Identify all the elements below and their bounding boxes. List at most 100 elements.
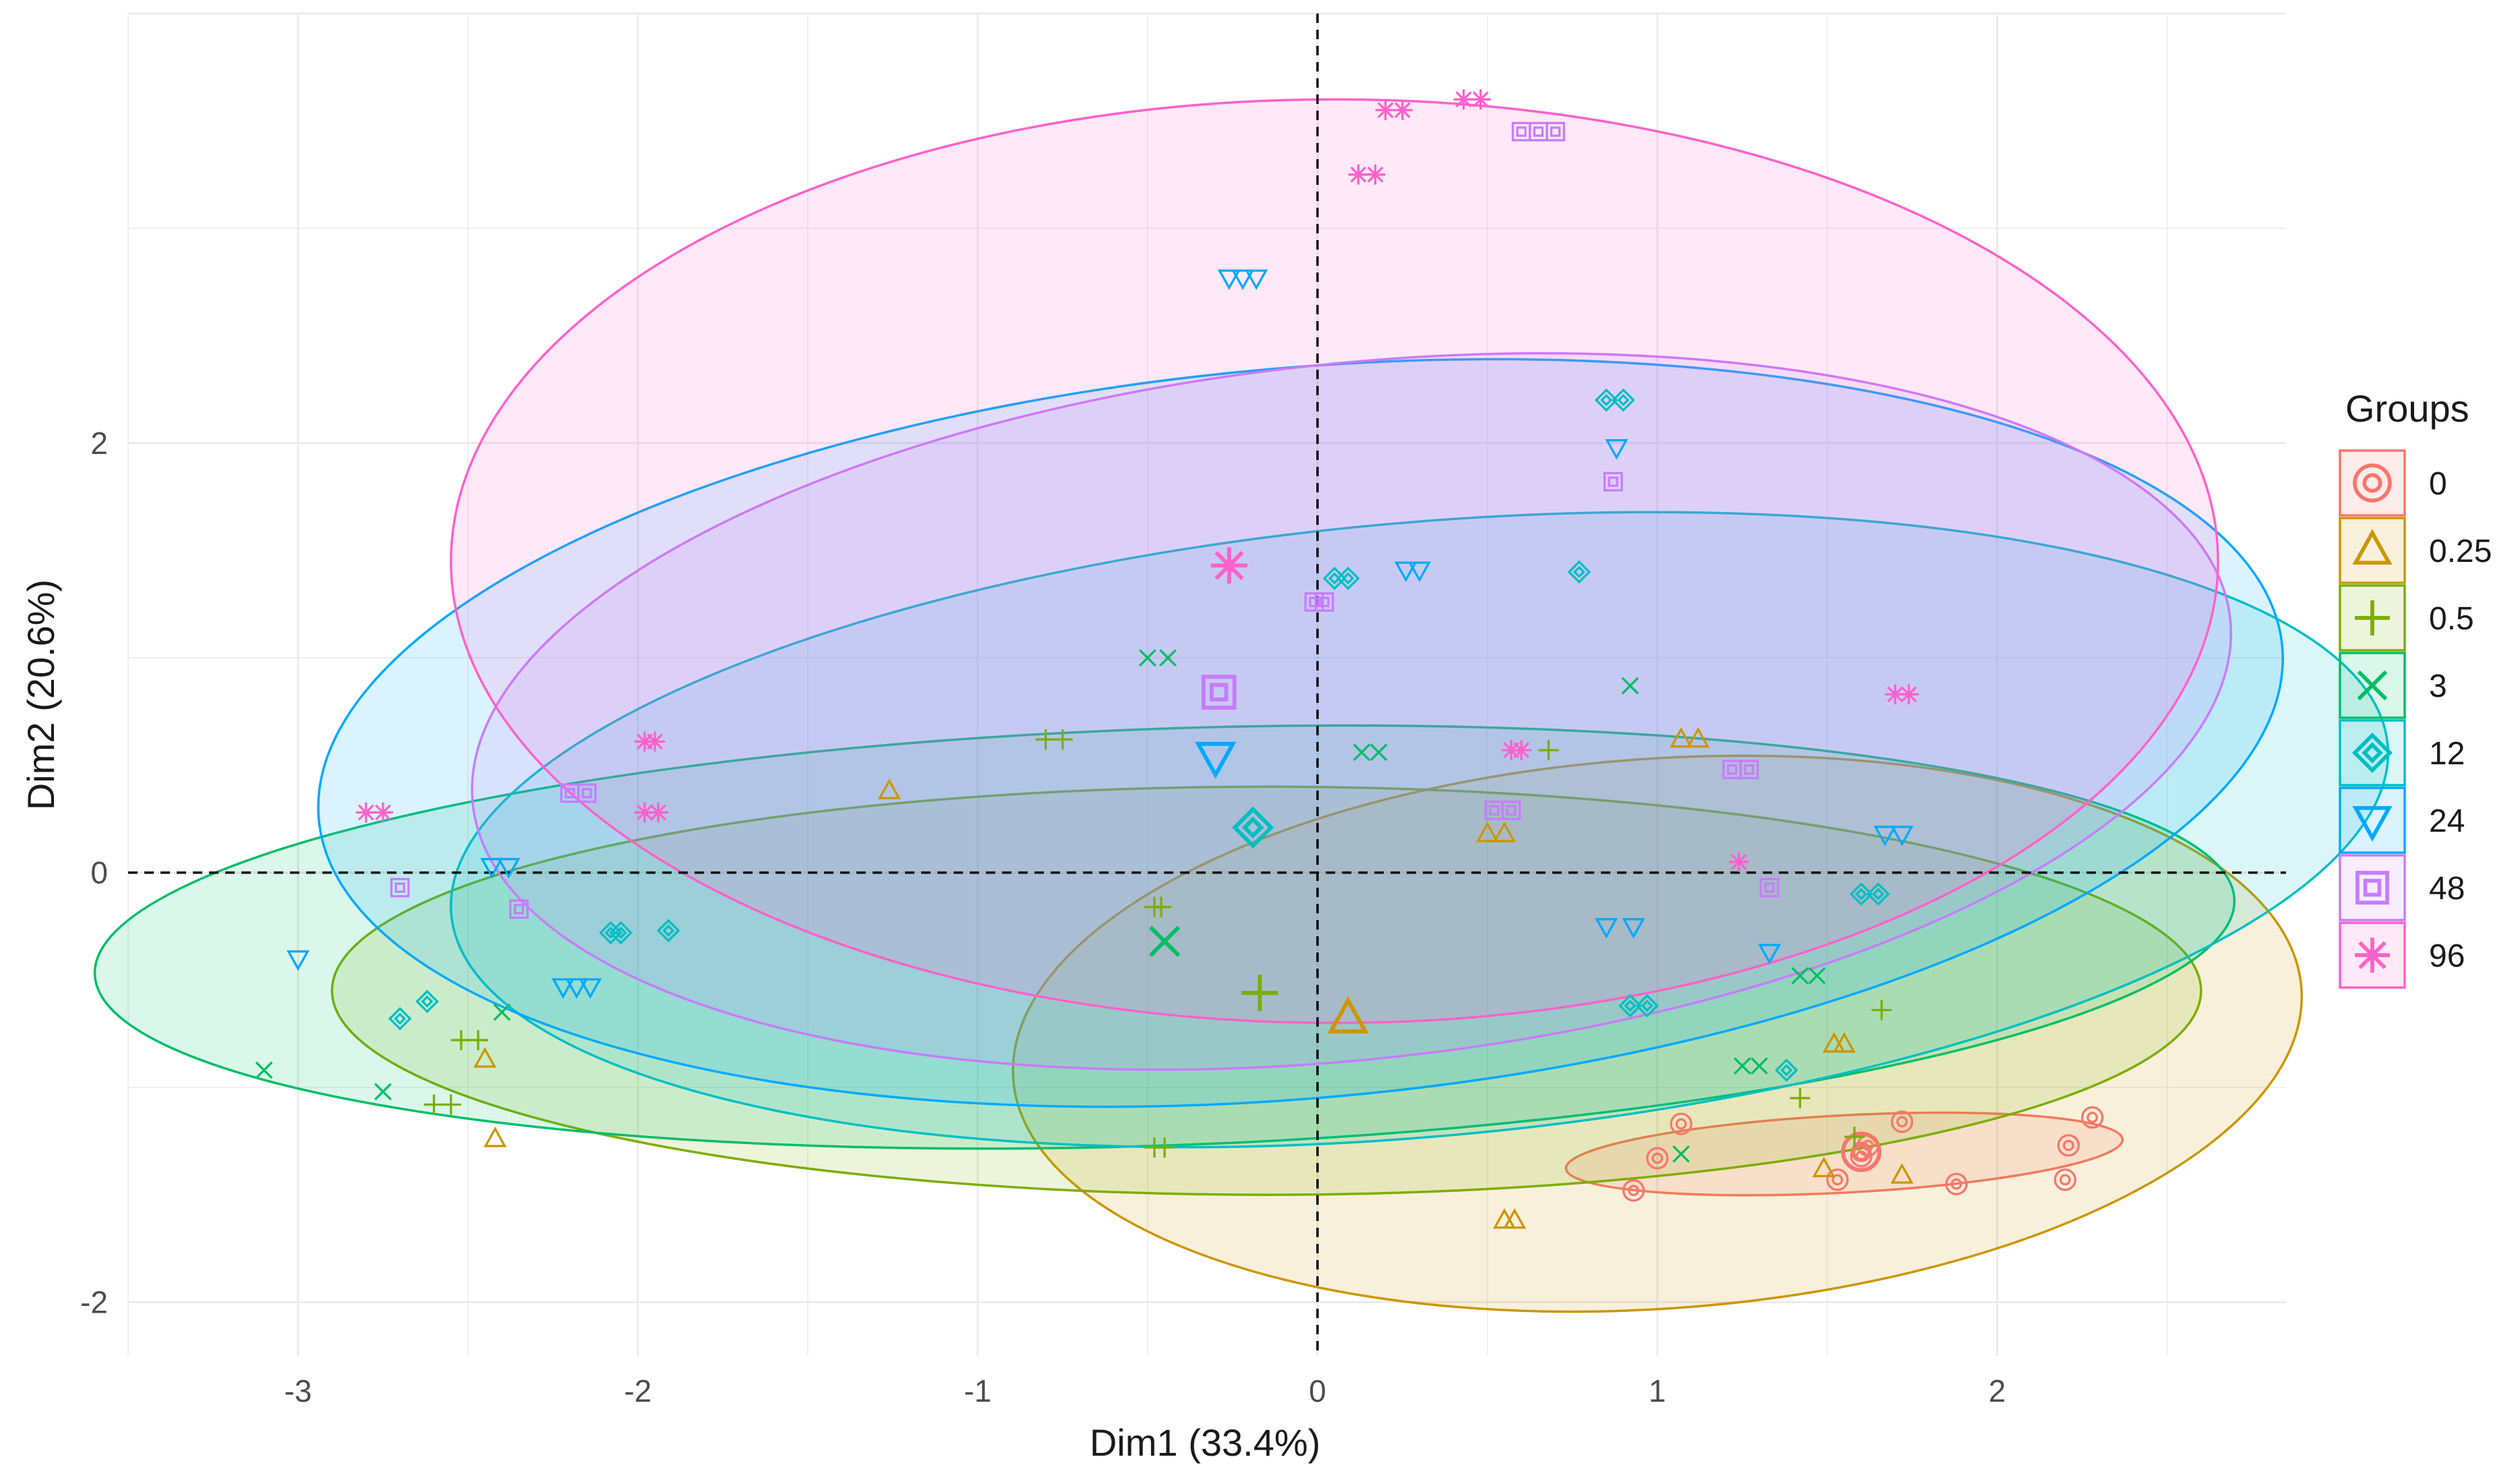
data-point xyxy=(1407,561,1432,583)
group-centroid xyxy=(1231,806,1274,849)
legend: Groups 0 0.25 0.5 3 12 24 48 96 xyxy=(2339,387,2492,989)
data-point xyxy=(1567,560,1591,584)
data-point xyxy=(645,731,666,752)
data-point xyxy=(1154,1137,1175,1158)
reference-lines xyxy=(128,13,2286,1356)
data-point xyxy=(1622,1179,1645,1202)
legend-item-0: 0 xyxy=(2339,449,2447,517)
group-centroid xyxy=(1201,675,1237,710)
series-group-96 xyxy=(355,89,1919,872)
x-tick-label: 0 xyxy=(1309,1373,1326,1408)
group-centroid xyxy=(1210,547,1248,584)
tick-labels: -3 -2 -1 0 1 2 -2 0 2 xyxy=(80,426,2005,1408)
ellipse-group-48 xyxy=(471,352,2233,1071)
data-point xyxy=(634,802,655,823)
data-point xyxy=(1832,1031,1856,1053)
legend-label: 0 xyxy=(2429,466,2447,502)
x-tick-label: 2 xyxy=(1989,1373,2006,1408)
data-point xyxy=(1733,1057,1751,1075)
legend-marker-icon xyxy=(2355,871,2389,905)
legend-title: Groups xyxy=(2345,387,2469,430)
data-point xyxy=(468,1029,489,1050)
data-point xyxy=(1826,1168,1849,1191)
data-point xyxy=(1945,1172,1968,1195)
y-tick-label: 2 xyxy=(90,426,108,461)
ellipse-group-12 xyxy=(449,511,2390,1149)
data-point xyxy=(1375,100,1396,121)
y-tick-label: -2 xyxy=(80,1284,108,1319)
y-tick-label: 0 xyxy=(90,855,108,890)
legend-marker-icon xyxy=(2352,805,2393,842)
data-point xyxy=(1511,740,1532,761)
data-point xyxy=(1621,677,1639,695)
ellipse-group-24 xyxy=(317,358,2284,1108)
data-point xyxy=(1885,684,1906,705)
legend-marker-icon xyxy=(2353,463,2392,503)
legend-label: 24 xyxy=(2429,803,2465,839)
data-point xyxy=(1672,1145,1690,1163)
data-point xyxy=(577,783,597,803)
legend-label: 48 xyxy=(2429,871,2465,907)
data-point xyxy=(579,978,602,999)
data-point xyxy=(1687,726,1710,748)
data-point xyxy=(1844,1127,1865,1147)
legend-key xyxy=(2339,584,2406,652)
data-point xyxy=(1595,918,1618,939)
series-group-0-5 xyxy=(423,729,1892,1158)
legend-key xyxy=(2339,854,2406,921)
data-point xyxy=(1774,1058,1798,1082)
data-point xyxy=(1475,821,1499,843)
group-centroid xyxy=(1327,996,1369,1033)
data-point xyxy=(1492,821,1517,843)
data-point xyxy=(1245,269,1268,291)
data-point xyxy=(1873,826,1897,847)
data-points xyxy=(255,89,2104,1229)
x-tick-label: 1 xyxy=(1649,1373,1666,1408)
data-point xyxy=(1052,729,1073,750)
data-point xyxy=(1304,592,1324,612)
legend-key xyxy=(2339,787,2406,854)
data-point xyxy=(1594,388,1618,412)
legend-marker-icon xyxy=(2355,600,2390,635)
data-point xyxy=(1646,1147,1669,1170)
data-point xyxy=(1890,1163,1914,1184)
data-point xyxy=(1751,1057,1768,1075)
legend-marker-icon xyxy=(2357,670,2388,701)
legend-item-0-5: 0.5 xyxy=(2339,584,2474,652)
x-axis-title: Dim1 (33.4%) xyxy=(1090,1421,1320,1464)
data-point xyxy=(1757,944,1782,965)
data-point xyxy=(1618,994,1642,1018)
data-point xyxy=(1231,269,1254,291)
data-point xyxy=(484,1127,507,1147)
data-point xyxy=(1217,269,1241,291)
data-point xyxy=(1890,1110,1914,1133)
data-point xyxy=(255,1061,273,1079)
data-point xyxy=(1370,743,1388,762)
series-group-48 xyxy=(390,121,1780,919)
legend-key xyxy=(2339,517,2406,584)
data-point xyxy=(497,857,521,879)
group-centroid xyxy=(1241,974,1279,1011)
data-point xyxy=(1453,89,1474,110)
legend-key xyxy=(2339,449,2406,517)
data-point xyxy=(1348,164,1369,185)
data-point xyxy=(1898,684,1919,705)
legend-item-12: 12 xyxy=(2339,719,2465,787)
legend-item-48: 48 xyxy=(2339,854,2465,921)
data-point xyxy=(1866,882,1890,906)
legend-item-96: 96 xyxy=(2339,921,2465,989)
data-point xyxy=(1392,100,1413,121)
data-point xyxy=(1728,851,1749,872)
legend-item-24: 24 xyxy=(2339,787,2465,854)
data-point xyxy=(1611,388,1635,412)
data-point xyxy=(2081,1106,2104,1129)
ellipse-group-0-25 xyxy=(1012,754,2304,1313)
data-point xyxy=(1353,743,1371,762)
data-point xyxy=(1150,896,1171,917)
data-point xyxy=(1336,567,1360,590)
ellipse-group-3 xyxy=(93,724,2236,1150)
data-point xyxy=(1603,472,1623,492)
x-tick-label: -1 xyxy=(964,1373,991,1408)
data-point xyxy=(1849,882,1873,906)
